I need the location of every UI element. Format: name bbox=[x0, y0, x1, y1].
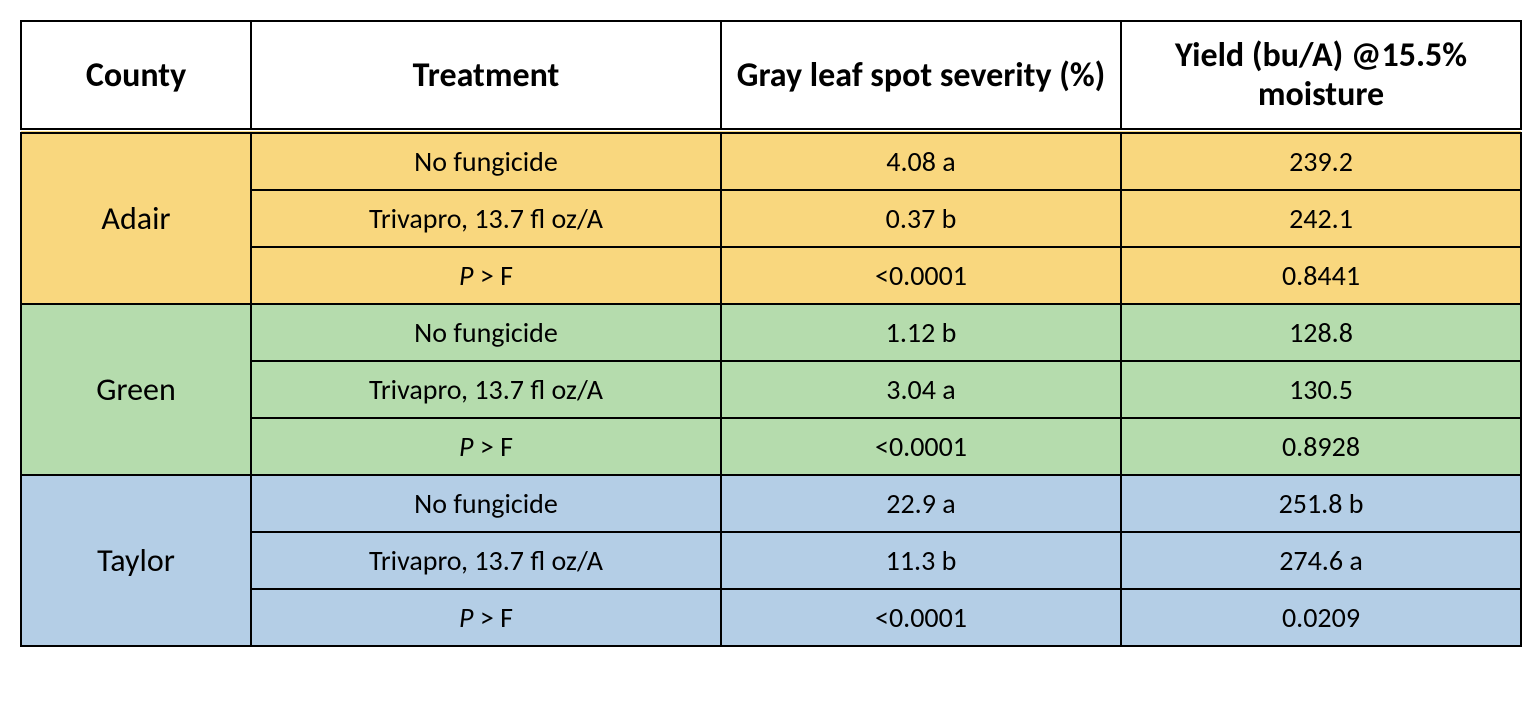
table-header-row: County Treatment Gray leaf spot severity… bbox=[21, 21, 1521, 131]
yield-cell: 128.8 bbox=[1121, 304, 1521, 361]
county-cell-green: Green bbox=[21, 304, 251, 475]
treatment-cell: No fungicide bbox=[251, 304, 721, 361]
pvalue-label-cell: P > F bbox=[251, 247, 721, 304]
severity-cell: 1.12 b bbox=[721, 304, 1121, 361]
col-treatment: Treatment bbox=[251, 21, 721, 131]
treatment-cell: No fungicide bbox=[251, 475, 721, 532]
col-yield: Yield (bu/A) @15.5% moisture bbox=[1121, 21, 1521, 131]
p-italic: P bbox=[459, 258, 473, 293]
county-cell-adair: Adair bbox=[21, 131, 251, 304]
severity-cell: 4.08 a bbox=[721, 131, 1121, 190]
p-suffix: > F bbox=[473, 258, 512, 293]
treatment-cell: No fungicide bbox=[251, 131, 721, 190]
yield-cell: 274.6 a bbox=[1121, 532, 1521, 589]
fungicide-trial-table: County Treatment Gray leaf spot severity… bbox=[20, 20, 1522, 647]
col-county: County bbox=[21, 21, 251, 131]
yield-cell: 242.1 bbox=[1121, 190, 1521, 247]
severity-cell: <0.0001 bbox=[721, 418, 1121, 475]
pvalue-label-cell: P > F bbox=[251, 418, 721, 475]
yield-cell: 0.8928 bbox=[1121, 418, 1521, 475]
pvalue-label-cell: P > F bbox=[251, 589, 721, 646]
p-suffix: > F bbox=[473, 429, 512, 464]
table-row: Adair No fungicide 4.08 a 239.2 bbox=[21, 131, 1521, 190]
severity-cell: <0.0001 bbox=[721, 589, 1121, 646]
yield-cell: 239.2 bbox=[1121, 131, 1521, 190]
col-severity: Gray leaf spot severity (%) bbox=[721, 21, 1121, 131]
yield-cell: 251.8 b bbox=[1121, 475, 1521, 532]
p-italic: P bbox=[459, 600, 473, 635]
treatment-cell: Trivapro, 13.7 fl oz/A bbox=[251, 361, 721, 418]
severity-cell: 11.3 b bbox=[721, 532, 1121, 589]
treatment-cell: Trivapro, 13.7 fl oz/A bbox=[251, 532, 721, 589]
p-italic: P bbox=[459, 429, 473, 464]
yield-cell: 0.8441 bbox=[1121, 247, 1521, 304]
severity-cell: 0.37 b bbox=[721, 190, 1121, 247]
yield-cell: 130.5 bbox=[1121, 361, 1521, 418]
severity-cell: 3.04 a bbox=[721, 361, 1121, 418]
severity-cell: 22.9 a bbox=[721, 475, 1121, 532]
severity-cell: <0.0001 bbox=[721, 247, 1121, 304]
county-cell-taylor: Taylor bbox=[21, 475, 251, 646]
treatment-cell: Trivapro, 13.7 fl oz/A bbox=[251, 190, 721, 247]
table-row: Taylor No fungicide 22.9 a 251.8 b bbox=[21, 475, 1521, 532]
p-suffix: > F bbox=[473, 600, 512, 635]
yield-cell: 0.0209 bbox=[1121, 589, 1521, 646]
table-row: Green No fungicide 1.12 b 128.8 bbox=[21, 304, 1521, 361]
